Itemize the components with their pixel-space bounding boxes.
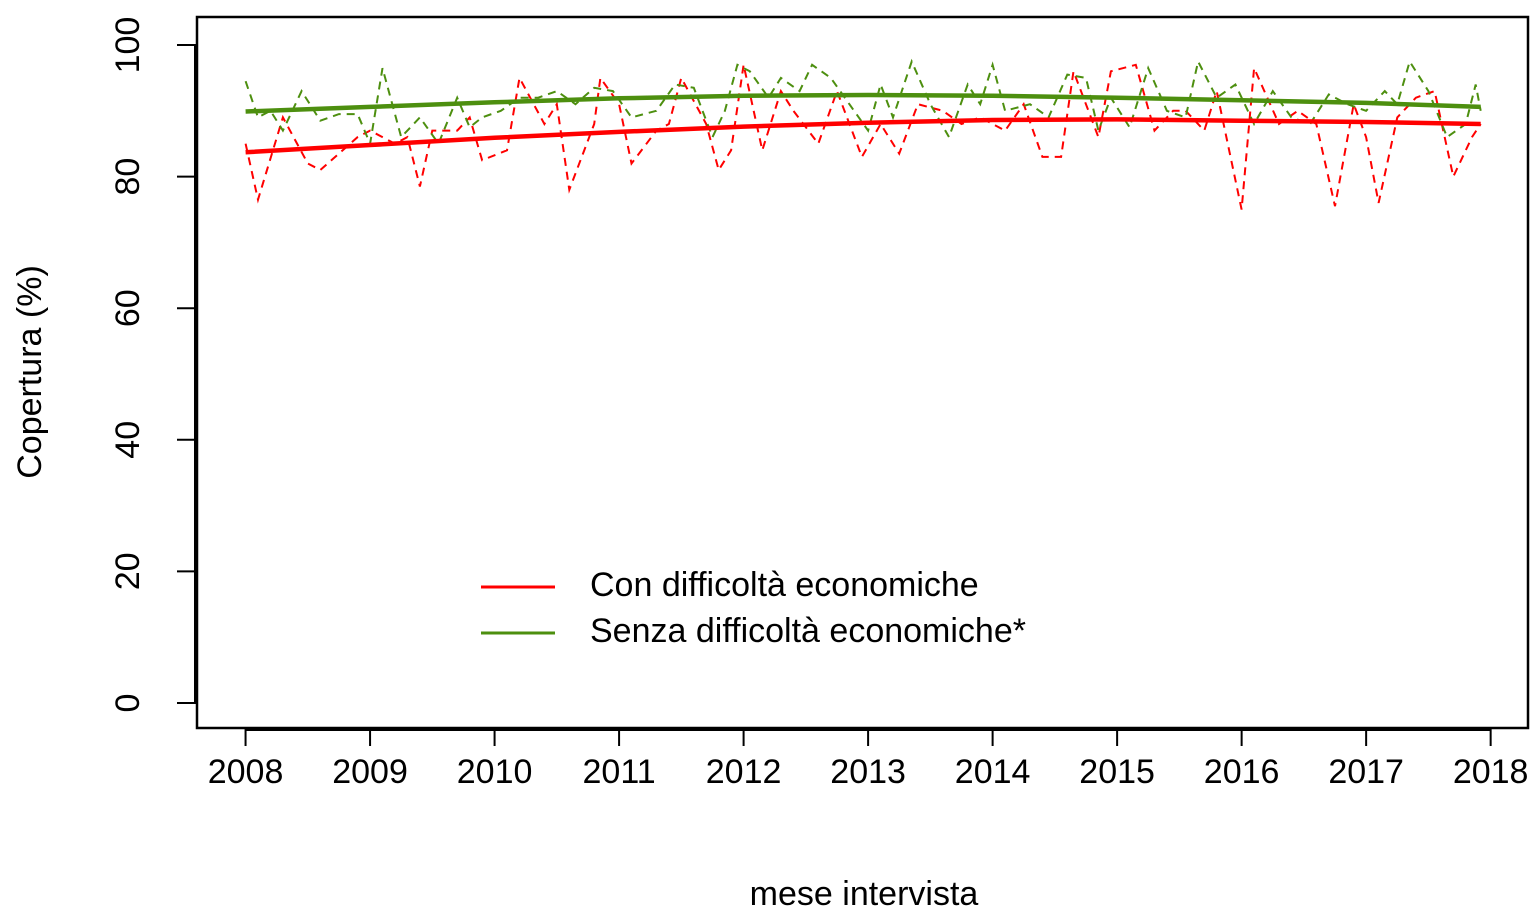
- y-tick-label: 20: [109, 552, 147, 590]
- monthly-line: [244, 63, 1482, 210]
- y-tick-label: 60: [109, 289, 147, 327]
- y-tick-label: 40: [109, 421, 147, 459]
- x-axis-title: mese intervista: [750, 875, 979, 913]
- x-tick-label: 2018: [1453, 753, 1529, 791]
- x-tick-label: 2008: [208, 753, 284, 791]
- legend-label: Senza difficoltà economiche*: [590, 612, 1026, 650]
- y-tick-label: 80: [109, 158, 147, 196]
- x-tick-label: 2017: [1328, 753, 1404, 791]
- legend-label: Con difficoltà economiche: [590, 566, 979, 604]
- x-tick-label: 2009: [332, 753, 408, 791]
- y-tick-label: 100: [109, 17, 147, 74]
- monthly-line: [244, 58, 1482, 148]
- trend-line: [245, 117, 1481, 155]
- x-tick-label: 2010: [457, 753, 533, 791]
- x-tick-label: 2011: [583, 753, 656, 791]
- x-tick-label: 2016: [1204, 753, 1280, 791]
- x-tick-label: 2012: [706, 753, 782, 791]
- x-tick-label: 2013: [830, 753, 906, 791]
- trend-line: [245, 92, 1481, 114]
- x-tick-label: 2015: [1079, 753, 1155, 791]
- y-tick-label: 0: [109, 694, 147, 713]
- plot-frame: [195, 15, 1530, 730]
- y-axis-title: Copertura (%): [11, 265, 49, 479]
- x-tick-label: 2014: [955, 753, 1031, 791]
